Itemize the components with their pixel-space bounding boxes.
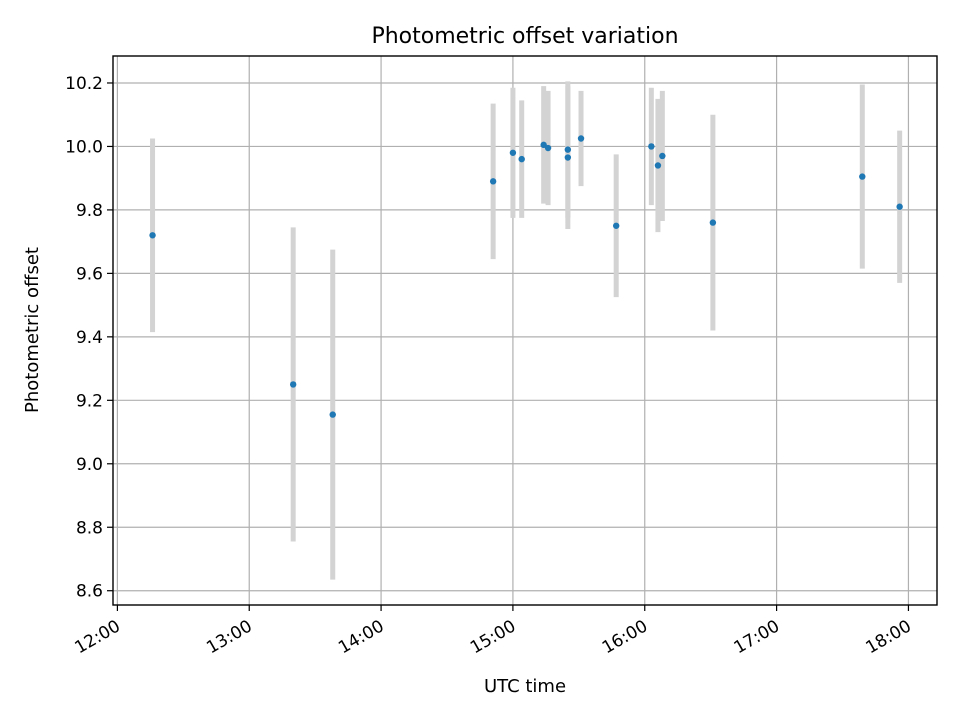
y-tick-label: 10.2 bbox=[65, 74, 103, 94]
x-tick-label: 15:00 bbox=[467, 616, 519, 658]
data-point bbox=[859, 173, 866, 180]
data-point bbox=[612, 222, 620, 229]
data-point bbox=[564, 146, 572, 153]
x-tick-label: 13:00 bbox=[203, 616, 255, 658]
data-point bbox=[709, 219, 717, 226]
x-tick-label: 14:00 bbox=[335, 616, 387, 658]
x-tick-label: 12:00 bbox=[71, 616, 123, 658]
y-tick-label: 9.0 bbox=[76, 455, 103, 475]
y-axis-label: Photometric offset bbox=[22, 247, 43, 413]
axis-ticks: 12:00 13:00 14:00 15:00 16:00 17:00 18:00 8.6 8.… bbox=[65, 74, 915, 658]
data-point bbox=[564, 154, 572, 161]
grid-lines bbox=[113, 56, 937, 605]
y-tick-label: 9.6 bbox=[76, 264, 103, 284]
x-tick-label: 18:00 bbox=[862, 616, 914, 658]
data-point bbox=[654, 162, 662, 169]
data-point bbox=[149, 232, 156, 239]
x-tick-label: 17:00 bbox=[731, 616, 783, 658]
data-point bbox=[329, 411, 336, 418]
x-axis-label: UTC time bbox=[484, 676, 566, 697]
y-tick-label: 9.8 bbox=[76, 201, 103, 221]
y-tick-label: 10.0 bbox=[65, 137, 103, 157]
chart-title: Photometric offset variation bbox=[371, 24, 678, 49]
error-bars bbox=[150, 81, 903, 580]
data-point bbox=[509, 149, 517, 156]
y-tick-label: 9.2 bbox=[76, 391, 103, 411]
data-point bbox=[896, 203, 903, 210]
y-tick-label: 9.4 bbox=[76, 328, 103, 348]
x-tick-label: 16:00 bbox=[599, 616, 651, 658]
data-point bbox=[518, 155, 525, 163]
data-point bbox=[289, 381, 297, 388]
y-tick-label: 8.6 bbox=[76, 582, 103, 602]
data-points bbox=[149, 135, 903, 418]
data-point bbox=[540, 141, 547, 149]
plot-frame bbox=[112, 55, 938, 606]
data-point bbox=[659, 152, 666, 160]
data-point bbox=[489, 178, 497, 185]
data-point bbox=[577, 135, 585, 142]
y-tick-label: 8.8 bbox=[76, 518, 103, 538]
data-point bbox=[648, 143, 655, 150]
data-point bbox=[544, 144, 552, 152]
